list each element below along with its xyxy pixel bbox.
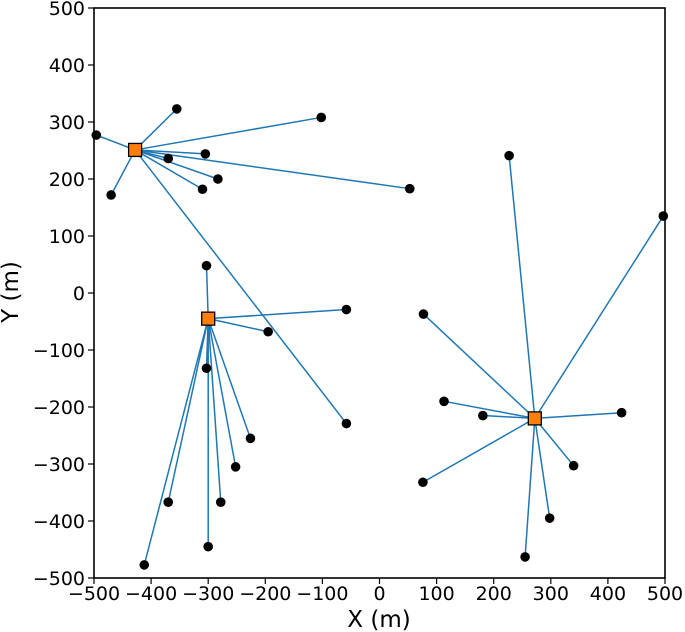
node-point [520, 552, 530, 562]
link-line [422, 417, 536, 483]
link-line [135, 149, 410, 190]
link-line [134, 116, 322, 151]
node-point [201, 363, 212, 374]
hub-marker [127, 142, 143, 158]
y-tick-label: 300 [49, 112, 85, 134]
y-axis-title: Y (m) [0, 261, 24, 324]
node-point [341, 304, 352, 315]
hub-marker [527, 411, 542, 426]
x-tick-label: −300 [182, 583, 234, 605]
node-point [230, 462, 241, 472]
node-point [245, 433, 256, 444]
x-tick-label: 100 [418, 583, 454, 605]
link-line [143, 318, 209, 566]
y-tick-label: −300 [33, 454, 85, 476]
link-line [422, 313, 536, 419]
node-point [201, 260, 212, 271]
y-tick-label: −200 [33, 397, 85, 419]
y-tick-label: −400 [33, 511, 85, 533]
node-point [658, 211, 669, 221]
x-tick-label: −400 [125, 583, 177, 605]
node-point [203, 541, 213, 552]
link-line [534, 215, 664, 419]
link-line [508, 155, 536, 419]
x-tick-label: −500 [68, 583, 120, 605]
node-point [213, 174, 223, 184]
link-line [207, 318, 237, 467]
link-line [135, 149, 206, 155]
link-line [167, 318, 209, 503]
y-tick-label: 100 [49, 226, 85, 248]
link-line [207, 318, 222, 503]
y-tick-label: −100 [33, 340, 85, 362]
node-point [478, 410, 488, 421]
x-tick-label: 0 [373, 583, 385, 605]
x-axis: −500 −400 −300 −200 −100 0 100 200 300 400 500 [68, 578, 683, 605]
link-line [482, 414, 535, 420]
y-tick-label: 0 [73, 283, 85, 305]
node-point [163, 153, 174, 164]
x-tick-label: 200 [476, 583, 512, 605]
hub-layer [127, 142, 542, 426]
node-point [197, 184, 208, 195]
x-tick-label: 300 [533, 583, 569, 605]
x-axis-title: X (m) [347, 607, 410, 632]
node-point [163, 497, 174, 507]
y-axis: −500 −400 −300 −200 −100 0 100 200 300 400 500 [33, 0, 94, 590]
node-point [616, 407, 627, 418]
node-point [215, 497, 226, 507]
node-point [418, 309, 429, 319]
link-line [208, 317, 269, 333]
node-point [139, 560, 150, 570]
node-point [544, 513, 555, 523]
y-tick-label: 400 [49, 55, 85, 77]
link-line [208, 308, 347, 320]
x-tick-label: −200 [239, 583, 291, 605]
x-tick-label: −100 [296, 583, 348, 605]
node-point [404, 183, 415, 194]
node-point [200, 149, 211, 159]
node-point [504, 150, 514, 161]
node-point [263, 326, 273, 337]
node-point [439, 396, 449, 407]
x-tick-label: 500 [647, 583, 683, 605]
node-point [568, 460, 579, 471]
link-line [205, 265, 209, 319]
link-line [207, 318, 252, 439]
node-point [418, 477, 428, 488]
node-point [171, 104, 182, 114]
link-line [443, 400, 535, 420]
y-tick-label: 200 [49, 169, 85, 191]
link-line [134, 149, 347, 424]
y-tick-label: 500 [49, 0, 85, 20]
link-line [534, 417, 575, 467]
node-point [316, 112, 327, 123]
link-line [134, 149, 203, 190]
hub-marker [201, 311, 216, 326]
link-line [534, 411, 622, 420]
x-tick-label: 400 [590, 583, 626, 605]
link-line [134, 149, 219, 180]
link-line [534, 418, 551, 519]
node-point [106, 190, 116, 200]
y-tick-label: −500 [33, 568, 85, 590]
link-layer [96, 108, 664, 566]
node-point [341, 418, 352, 429]
link-line [110, 149, 136, 196]
node-point [91, 130, 102, 140]
link-line [524, 418, 536, 557]
